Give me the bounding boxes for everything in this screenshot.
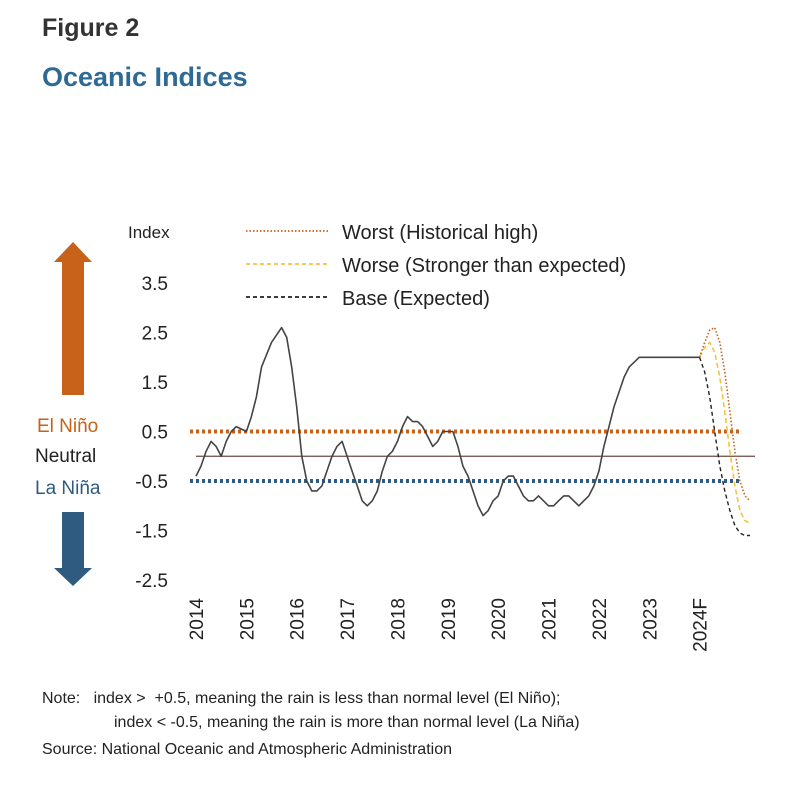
y-tick-label: 1.5 [142,373,168,394]
la-nina-label: La Niña [35,478,101,499]
x-tick-label: 2022 [590,598,611,640]
y-tick-label: -1.5 [135,522,168,543]
series-line-base [698,357,750,537]
x-tick-label: 2019 [439,598,460,640]
la-nina-arrow-icon [54,512,92,586]
y-axis-label: Index [128,223,170,242]
y-tick-label: 3.5 [142,274,168,295]
y-tick-label: -2.5 [135,571,168,592]
legend-label-worse: Worse (Stronger than expected) [342,255,626,277]
x-tick-label: 2018 [388,598,409,640]
figure-label: Figure 2 [42,14,140,42]
legend-label-base: Base (Expected) [342,288,490,310]
x-tick-label: 2014 [187,598,208,641]
y-tick-label: -0.5 [135,472,168,493]
y-tick-label: 0.5 [142,423,168,444]
series-line-worst [698,326,751,502]
y-tick-label: 2.5 [142,324,168,345]
legend-label-worst: Worst (Historical high) [342,222,538,244]
neutral-label: Neutral [35,446,96,467]
note-line-2: index < -0.5, meaning the rain is more t… [114,714,580,731]
x-tick-label: 2020 [489,598,510,640]
x-tick-label: 2017 [338,598,359,640]
series-line-history [195,326,700,517]
series-line-worse [698,341,751,524]
x-tick-label: 2015 [237,598,258,640]
x-tick-label: 2024F [691,598,712,652]
page-title: Oceanic Indices [42,62,248,92]
x-tick-label: 2021 [540,598,561,640]
el-nino-label: El Niño [37,416,98,437]
el-nino-arrow-icon [54,242,92,395]
x-tick-label: 2023 [640,598,661,640]
note-line-1: Note: index > +0.5, meaning the rain is … [42,690,561,707]
source-note: Source: National Oceanic and Atmospheric… [42,741,452,758]
x-tick-label: 2016 [288,598,309,640]
